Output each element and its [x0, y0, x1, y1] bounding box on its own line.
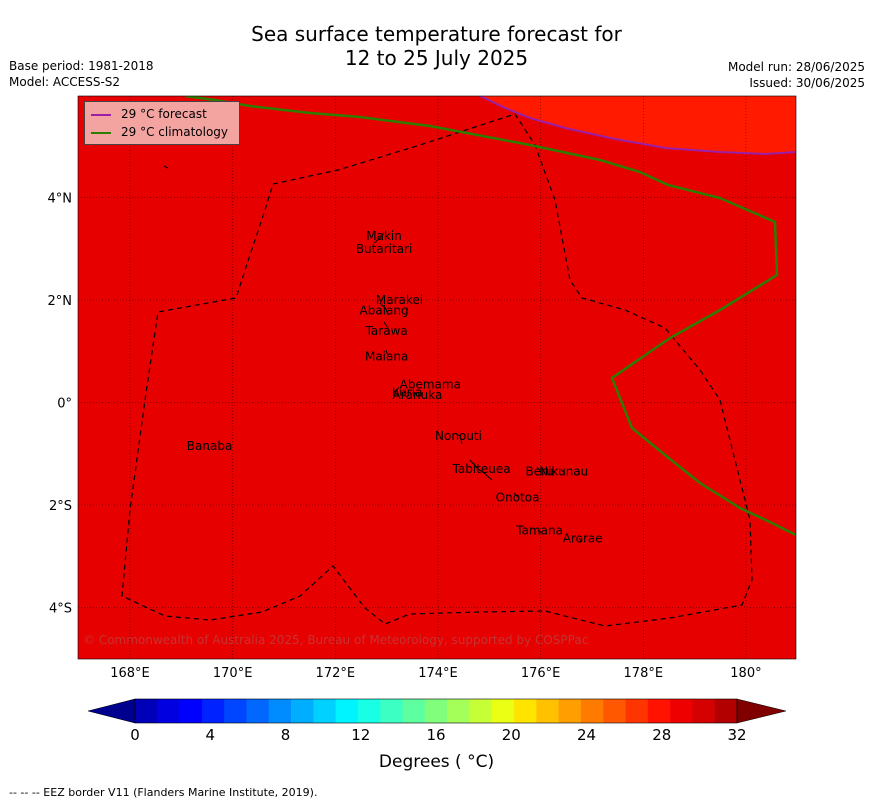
sst-hot-patch [480, 96, 796, 154]
colorbar-tick-label: 0 [130, 726, 140, 744]
island-outlines [163, 165, 583, 543]
island-label: Banaba [187, 439, 233, 453]
island-label: Aranuka [393, 388, 443, 402]
colorbar-tick-label: 4 [205, 726, 215, 744]
lon-tick-label: 168°E [110, 666, 150, 681]
colorbar-tick-label: 8 [281, 726, 291, 744]
island-label: Beru [526, 465, 554, 479]
colorbar-segment [692, 699, 716, 723]
lat-tick-label: 4°N [48, 192, 73, 207]
colorbar-segment [714, 699, 738, 723]
legend-forecast-label: 29 °C forecast [121, 107, 207, 121]
colorbar-segment [179, 699, 203, 723]
colorbar: 0 4 8 12 16 20 24 28 32 [87, 698, 787, 744]
colorbar-segment [380, 699, 403, 723]
island-label: Marakei [376, 293, 423, 307]
eez-note: -- -- -- EEZ border V11 (Flanders Marine… [9, 786, 318, 799]
colorbar-segment [424, 699, 448, 723]
island-label: Tabiteuea [452, 462, 511, 476]
colorbar-tick-label: 24 [577, 726, 596, 744]
colorbar-segment [514, 699, 537, 723]
climatology-swatch [91, 131, 111, 134]
colorbar-segment [625, 699, 649, 723]
issue-info: Model run: 28/06/2025 Issued: 30/06/2025 [728, 59, 865, 91]
model-run: Model run: 28/06/2025 [727, 60, 865, 74]
map-title: Sea surface temperature forecast for 12 … [0, 22, 873, 70]
colorbar-segment [670, 699, 693, 723]
sst-field [78, 96, 796, 659]
lon-tick-label: 176°E [521, 666, 561, 681]
legend-climatology: 29 °C climatology [91, 125, 228, 139]
colorbar-segment [357, 699, 381, 723]
lat-tick-label: 0° [57, 397, 72, 412]
title-line-2: 12 to 25 July 2025 [344, 46, 529, 70]
model-name: Model: ACCESS-S2 [9, 75, 121, 89]
base-period-info: Base period: 1981-2018 Model: ACCESS-S2 [9, 58, 154, 90]
island-label: Nonouti [435, 429, 482, 443]
legend-climatology-label: 29 °C climatology [121, 125, 229, 139]
colorbar-segment [224, 699, 247, 723]
climatology-29c-contour [184, 96, 796, 537]
colorbar-segment [268, 699, 292, 723]
colorbar-segment [135, 699, 158, 723]
latitude-ticks: 4°N 2°N 0° 2°S 4°S [48, 192, 73, 617]
island-label: Onotoa [496, 490, 540, 504]
colorbar-tick-label: 12 [351, 726, 370, 744]
lon-tick-label: 174°E [418, 666, 458, 681]
lat-tick-label: 4°S [49, 602, 72, 617]
colorbar-segment [246, 699, 270, 723]
colorbar-segment [313, 699, 336, 723]
forecast-29c-contour [479, 96, 796, 156]
island-label: Abaiang [360, 303, 409, 317]
copyright-notice: © Commonwealth of Australia 2025, Bureau… [83, 633, 589, 647]
island-label: Arorae [563, 531, 603, 545]
colorbar-segment [335, 699, 359, 723]
colorbar-segment [201, 699, 225, 723]
colorbar-segment [402, 699, 426, 723]
longitude-ticks: 168°E 170°E 172°E 174°E 176°E 178°E 180° [110, 666, 761, 681]
island-label: Makin [366, 229, 402, 243]
colorbar-segment [580, 699, 604, 723]
colorbar-segment [603, 699, 626, 723]
colorbar-low-extension [87, 698, 136, 724]
colorbar-segment [157, 699, 180, 723]
colorbar-tick-label: 16 [426, 726, 445, 744]
lon-tick-label: 178°E [624, 666, 664, 681]
colorbar-high-extension [736, 698, 787, 724]
lat-tick-label: 2°N [48, 294, 73, 309]
island-label: Butaritari [356, 242, 413, 256]
forecast-swatch [91, 113, 111, 116]
graticule [78, 96, 796, 659]
colorbar-frame [134, 698, 738, 724]
base-period: Base period: 1981-2018 [9, 59, 154, 73]
island-label: Nikunau [539, 465, 588, 479]
colorbar-segment [536, 699, 559, 723]
lon-tick-label: 180° [730, 666, 761, 681]
island-label: Maiana [365, 349, 408, 363]
legend-forecast: 29 °C forecast [91, 107, 207, 121]
colorbar-segment [447, 699, 470, 723]
colorbar-tick-label: 20 [502, 726, 521, 744]
colorbar-label: Degrees ( °C) [378, 752, 495, 772]
title-line-1: Sea surface temperature forecast for [251, 22, 622, 46]
colorbar-tick-label: 32 [727, 726, 746, 744]
island-label: Kuria [392, 385, 423, 399]
lat-tick-label: 2°S [49, 499, 72, 514]
colorbar-segment [491, 699, 515, 723]
eez-border [121, 113, 753, 627]
colorbar-segment [647, 699, 671, 723]
lon-tick-label: 170°E [213, 666, 253, 681]
colorbar-segment [558, 699, 582, 723]
map-legend: 29 °C forecast 29 °C climatology [84, 101, 240, 145]
island-label: Abemama [400, 378, 461, 392]
issued-date: Issued: 30/06/2025 [749, 76, 865, 90]
island-label: Tamana [515, 524, 563, 538]
colorbar-segment [291, 699, 314, 723]
lon-tick-label: 172°E [316, 666, 356, 681]
colorbar-tick-label: 28 [652, 726, 671, 744]
colorbar-segment [469, 699, 493, 723]
island-label: Tarawa [365, 324, 408, 338]
